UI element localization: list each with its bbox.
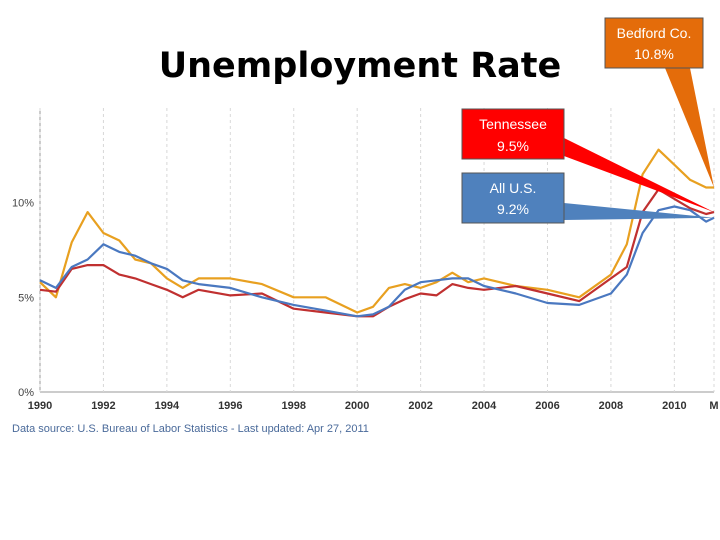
data-source-note: Data source: U.S. Bureau of Labor Statis…	[12, 423, 369, 435]
x-tick-label: 1992	[91, 400, 115, 412]
x-tick-label: 2008	[599, 400, 623, 412]
slide-title: Unemployment Rate	[158, 46, 562, 86]
x-tick-label: 2000	[345, 400, 369, 412]
callout-us: All U.S. 9.2%	[461, 172, 714, 224]
x-tick-label: 2006	[535, 400, 559, 412]
y-tick-label: 10%	[12, 198, 34, 210]
x-tick-label: M	[709, 400, 718, 412]
chart-gridlines	[39, 108, 715, 393]
x-tick-label: 2004	[472, 400, 497, 412]
x-tick-label: 2002	[408, 400, 432, 412]
chart-series	[39, 148, 715, 318]
x-tick-label: 2010	[662, 400, 686, 412]
callout-bedford-box	[604, 17, 704, 69]
callout-bedford-pointer	[665, 68, 714, 188]
callout-us-value: 9.2%	[497, 201, 529, 217]
x-tick-label: 1994	[155, 400, 180, 412]
y-tick-label: 5%	[18, 292, 34, 304]
x-tick-label: 1996	[218, 400, 242, 412]
callout-us-box	[461, 172, 565, 224]
series-line-bedford	[39, 148, 714, 314]
callout-us-label: All U.S.	[490, 180, 537, 196]
callout-bedford: Bedford Co. 10.8%	[604, 17, 714, 188]
x-axis-ticks: 1990 1992 1994 1996 1998 2000 2002 2004 2006 2008…	[28, 400, 719, 412]
callout-tennessee: Tennessee 9.5%	[461, 108, 714, 213]
y-tick-label: 0%	[18, 387, 34, 399]
callout-tennessee-label: Tennessee	[479, 116, 547, 132]
callout-bedford-label: Bedford Co.	[617, 25, 692, 41]
callout-bedford-value: 10.8%	[634, 46, 674, 62]
x-tick-label: 1998	[281, 400, 305, 412]
callout-tennessee-box	[461, 108, 565, 160]
callout-tennessee-value: 9.5%	[497, 138, 529, 154]
callout-tennessee-pointer	[564, 138, 714, 213]
series-line-us	[39, 205, 715, 318]
y-axis-ticks: 0% 5% 10%	[12, 198, 34, 399]
callout-us-pointer	[564, 203, 714, 220]
x-tick-label: 1990	[28, 400, 52, 412]
